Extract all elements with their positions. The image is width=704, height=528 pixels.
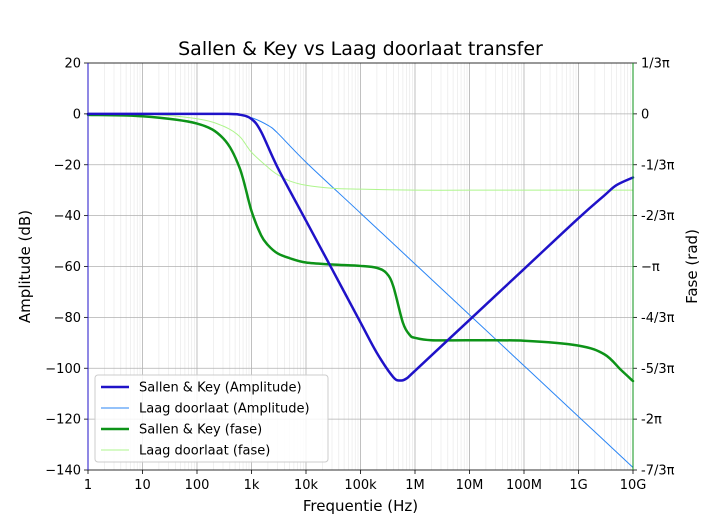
y-left-tick-label: −60	[54, 260, 81, 275]
legend: Sallen & Key (Amplitude) Laag doorlaat (A…	[94, 374, 329, 463]
series-line-0	[86, 112, 635, 382]
series-line-2	[86, 113, 635, 383]
series-layer	[86, 112, 635, 468]
x-axis-title: Frequentie (Hz)	[303, 497, 418, 515]
x-tick-label: 100M	[506, 478, 542, 493]
y-left-tick-label: −40	[54, 209, 81, 224]
y-left-tick-label: −100	[45, 362, 81, 377]
y-right-tick-label: -1/3π	[641, 158, 675, 173]
y-right-tick-label: -2/3π	[641, 209, 675, 224]
y-right-tick-label: -5/3π	[641, 362, 675, 377]
chart-title: Sallen & Key vs Laag doorlaat transfer	[178, 38, 543, 60]
legend-label: Sallen & Key (Amplitude)	[139, 381, 302, 396]
x-tick-label: 100	[185, 478, 210, 493]
x-tick-label: 10G	[620, 478, 647, 493]
legend-box	[94, 374, 329, 463]
axes: 1 10 100 1k 10k 100k 1M 10M 100M 1G 10G 20 0 −20 −40 −6…	[45, 57, 674, 494]
x-tick-label: 1M	[405, 478, 425, 493]
y-left-tick-label: −80	[54, 311, 81, 326]
y-left-tick-label: −120	[45, 413, 81, 428]
series-line-3	[87, 113, 634, 191]
x-tick-label: 10M	[456, 478, 484, 493]
y-axis-right-title: Fase (rad)	[683, 229, 701, 304]
y-left-tick-label: −20	[54, 158, 81, 173]
y-right-tick-label: −π	[641, 260, 660, 275]
y-left-tick-label: 20	[64, 57, 81, 72]
x-tick-label: 1	[84, 478, 92, 493]
y-right-tick-label: 0	[641, 107, 649, 122]
x-tick-label: 10	[134, 478, 151, 493]
y-right-tick-label: -4/3π	[641, 311, 675, 326]
x-tick-label: 10k	[294, 478, 319, 493]
y-right-tick-label: -7/3π	[641, 464, 675, 479]
legend-label: Laag doorlaat (fase)	[139, 444, 270, 459]
y-right-tick-label: -2π	[641, 413, 662, 428]
legend-label: Sallen & Key (fase)	[139, 423, 262, 438]
x-tick-label: 1k	[244, 478, 260, 493]
y-right-tick-label: 1/3π	[641, 57, 670, 72]
legend-label: Laag doorlaat (Amplitude)	[139, 402, 310, 417]
y-axis-left-title: Amplitude (dB)	[16, 210, 34, 323]
x-tick-label: 1G	[569, 478, 587, 493]
y-left-tick-label: 0	[73, 107, 81, 122]
y-left-tick-label: −140	[45, 464, 81, 479]
x-tick-label: 100k	[344, 478, 377, 493]
